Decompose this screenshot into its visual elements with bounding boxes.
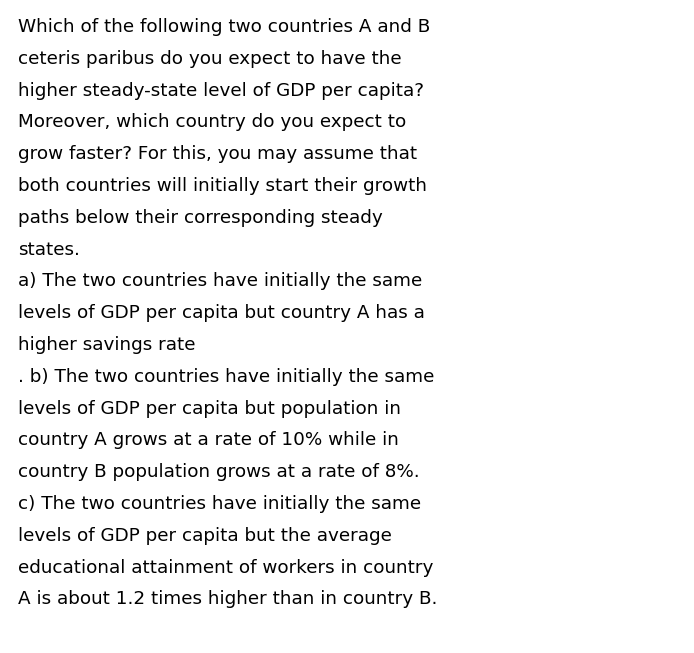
Text: states.: states. — [18, 240, 80, 259]
Text: country A grows at a rate of 10% while in: country A grows at a rate of 10% while i… — [18, 432, 399, 449]
Text: levels of GDP per capita but population in: levels of GDP per capita but population … — [18, 400, 401, 418]
Text: A is about 1.2 times higher than in country B.: A is about 1.2 times higher than in coun… — [18, 590, 437, 609]
Text: levels of GDP per capita but country A has a: levels of GDP per capita but country A h… — [18, 304, 425, 322]
Text: levels of GDP per capita but the average: levels of GDP per capita but the average — [18, 527, 392, 545]
Text: country B population grows at a rate of 8%.: country B population grows at a rate of … — [18, 463, 420, 481]
Text: . b) The two countries have initially the same: . b) The two countries have initially th… — [18, 368, 434, 386]
Text: grow faster? For this, you may assume that: grow faster? For this, you may assume th… — [18, 145, 417, 163]
Text: paths below their corresponding steady: paths below their corresponding steady — [18, 209, 383, 227]
Text: both countries will initially start their growth: both countries will initially start thei… — [18, 177, 427, 195]
Text: Moreover, which country do you expect to: Moreover, which country do you expect to — [18, 114, 406, 131]
Text: a) The two countries have initially the same: a) The two countries have initially the … — [18, 272, 422, 291]
Text: higher steady-state level of GDP per capita?: higher steady-state level of GDP per cap… — [18, 82, 424, 100]
Text: higher savings rate: higher savings rate — [18, 336, 196, 354]
Text: educational attainment of workers in country: educational attainment of workers in cou… — [18, 558, 433, 577]
Text: c) The two countries have initially the same: c) The two countries have initially the … — [18, 495, 421, 513]
Text: Which of the following two countries A and B: Which of the following two countries A a… — [18, 18, 430, 36]
Text: ceteris paribus do you expect to have the: ceteris paribus do you expect to have th… — [18, 50, 402, 68]
